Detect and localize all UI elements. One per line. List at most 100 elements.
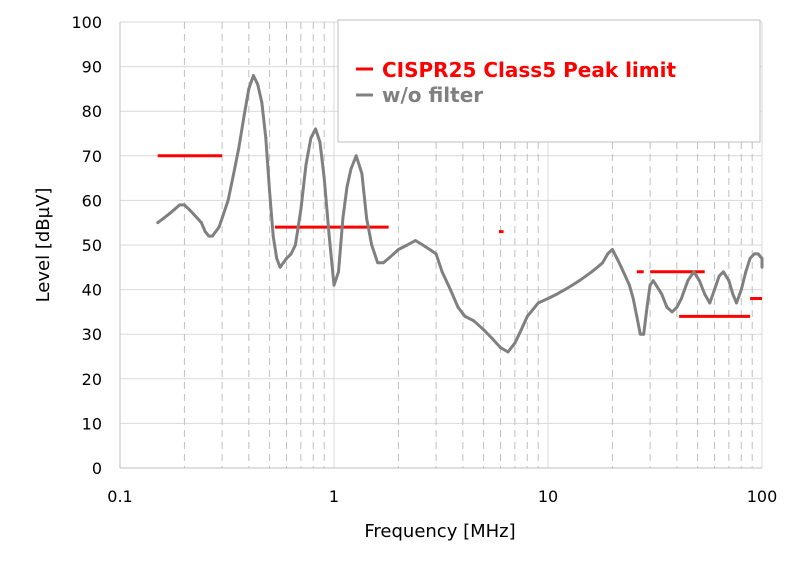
measurement-point xyxy=(376,261,380,265)
measurement-point xyxy=(220,216,224,220)
measurement-point xyxy=(463,315,467,318)
x-tick-label: 10 xyxy=(538,487,558,506)
measurement-point xyxy=(456,306,460,309)
y-tick-label: 40 xyxy=(82,281,102,300)
measurement-point xyxy=(748,257,752,260)
measurement-point xyxy=(200,221,203,225)
measurement-point xyxy=(727,279,731,283)
measurement-point xyxy=(217,225,221,229)
measurement-point xyxy=(491,337,494,341)
measurement-point xyxy=(536,301,540,305)
measurement-point xyxy=(686,279,690,283)
measurement-point xyxy=(178,203,182,207)
x-axis-title: Frequency [MHz] xyxy=(364,521,515,542)
axes xyxy=(119,22,762,469)
measurement-point xyxy=(173,207,177,211)
measurement-point xyxy=(735,301,738,305)
measurement-point xyxy=(606,252,610,256)
measurement-point xyxy=(289,252,293,256)
measurement-point xyxy=(191,212,195,216)
measurement-point xyxy=(571,283,574,287)
measurement-point xyxy=(318,141,322,144)
measurement-point xyxy=(555,292,559,296)
measurement-point xyxy=(237,145,241,149)
measurement-point xyxy=(187,207,191,211)
x-tick-label: 100 xyxy=(747,487,778,506)
measurement-point xyxy=(744,270,748,274)
measurement-point xyxy=(680,297,683,300)
y-axis-title: Level [dBµV] xyxy=(33,188,54,303)
series-layer xyxy=(156,74,764,354)
measurement-point xyxy=(651,279,655,283)
measurement-point xyxy=(397,248,400,251)
y-tick-label: 30 xyxy=(82,325,102,344)
measurement-point xyxy=(387,257,390,260)
measurement-point xyxy=(156,221,160,225)
measurement-point xyxy=(660,292,664,296)
measurement-point xyxy=(183,203,186,207)
measurement-point xyxy=(692,270,696,274)
measurement-point xyxy=(440,270,444,274)
measurement-point xyxy=(264,136,268,140)
measurement-point xyxy=(282,261,285,265)
measurement-point xyxy=(299,207,303,211)
y-tick-label: 20 xyxy=(82,370,102,389)
measurement-point xyxy=(506,350,510,354)
measurement-point xyxy=(642,332,646,336)
measurement-point xyxy=(519,328,523,332)
measurement-point xyxy=(167,212,171,216)
measurement-point xyxy=(698,279,701,283)
measurement-point xyxy=(760,265,764,269)
measurement-point xyxy=(256,83,260,86)
measurement-point xyxy=(260,100,264,104)
measurement-point xyxy=(731,292,735,296)
measurement-point xyxy=(713,288,716,291)
measurement-point xyxy=(670,310,674,314)
measurement-point xyxy=(472,319,476,323)
measurement-point xyxy=(268,190,271,193)
measurement-point xyxy=(314,127,317,131)
y-tick-label: 10 xyxy=(82,414,102,433)
measurement-point xyxy=(482,328,485,332)
measurement-point xyxy=(210,234,214,238)
measurement-point xyxy=(752,252,756,256)
y-tick-label: 70 xyxy=(82,147,102,166)
measurement-point xyxy=(349,167,353,171)
measurement-point xyxy=(654,283,658,287)
measurement-point xyxy=(760,261,764,265)
measurement-point xyxy=(434,252,438,256)
measurement-point xyxy=(207,234,211,238)
measurement-point xyxy=(449,288,452,291)
measurement-point xyxy=(196,216,199,220)
y-tick-label: 60 xyxy=(82,191,102,210)
measurement-point xyxy=(381,261,385,265)
measurement-point xyxy=(631,297,635,300)
measurement-point xyxy=(513,341,517,345)
measurement-point xyxy=(577,279,581,283)
x-tick-label: 1 xyxy=(329,487,339,506)
measurement-point xyxy=(405,243,409,247)
measurement-point xyxy=(285,257,288,260)
measurement-point xyxy=(327,234,331,238)
measurement-point xyxy=(722,270,725,274)
measurement-point xyxy=(708,301,712,305)
measurement-point xyxy=(628,283,631,287)
measurement-point xyxy=(309,136,313,140)
measurement-point xyxy=(226,199,230,202)
measurement-point xyxy=(615,257,619,260)
measurement-point xyxy=(525,315,529,318)
measurement-point xyxy=(341,216,345,220)
measurement-point xyxy=(601,261,604,265)
measurement-point xyxy=(619,265,623,269)
measurement-point xyxy=(499,346,502,349)
measurement-point xyxy=(275,257,279,260)
y-tick-label: 50 xyxy=(82,236,102,255)
measurement-point xyxy=(563,288,567,291)
x-tick-label: 0.1 xyxy=(107,487,132,506)
measurement-point xyxy=(595,265,599,269)
y-tick-label: 100 xyxy=(71,13,102,32)
measurement-point xyxy=(322,176,326,180)
measurement-point xyxy=(611,248,614,251)
measurement-point xyxy=(337,270,340,274)
